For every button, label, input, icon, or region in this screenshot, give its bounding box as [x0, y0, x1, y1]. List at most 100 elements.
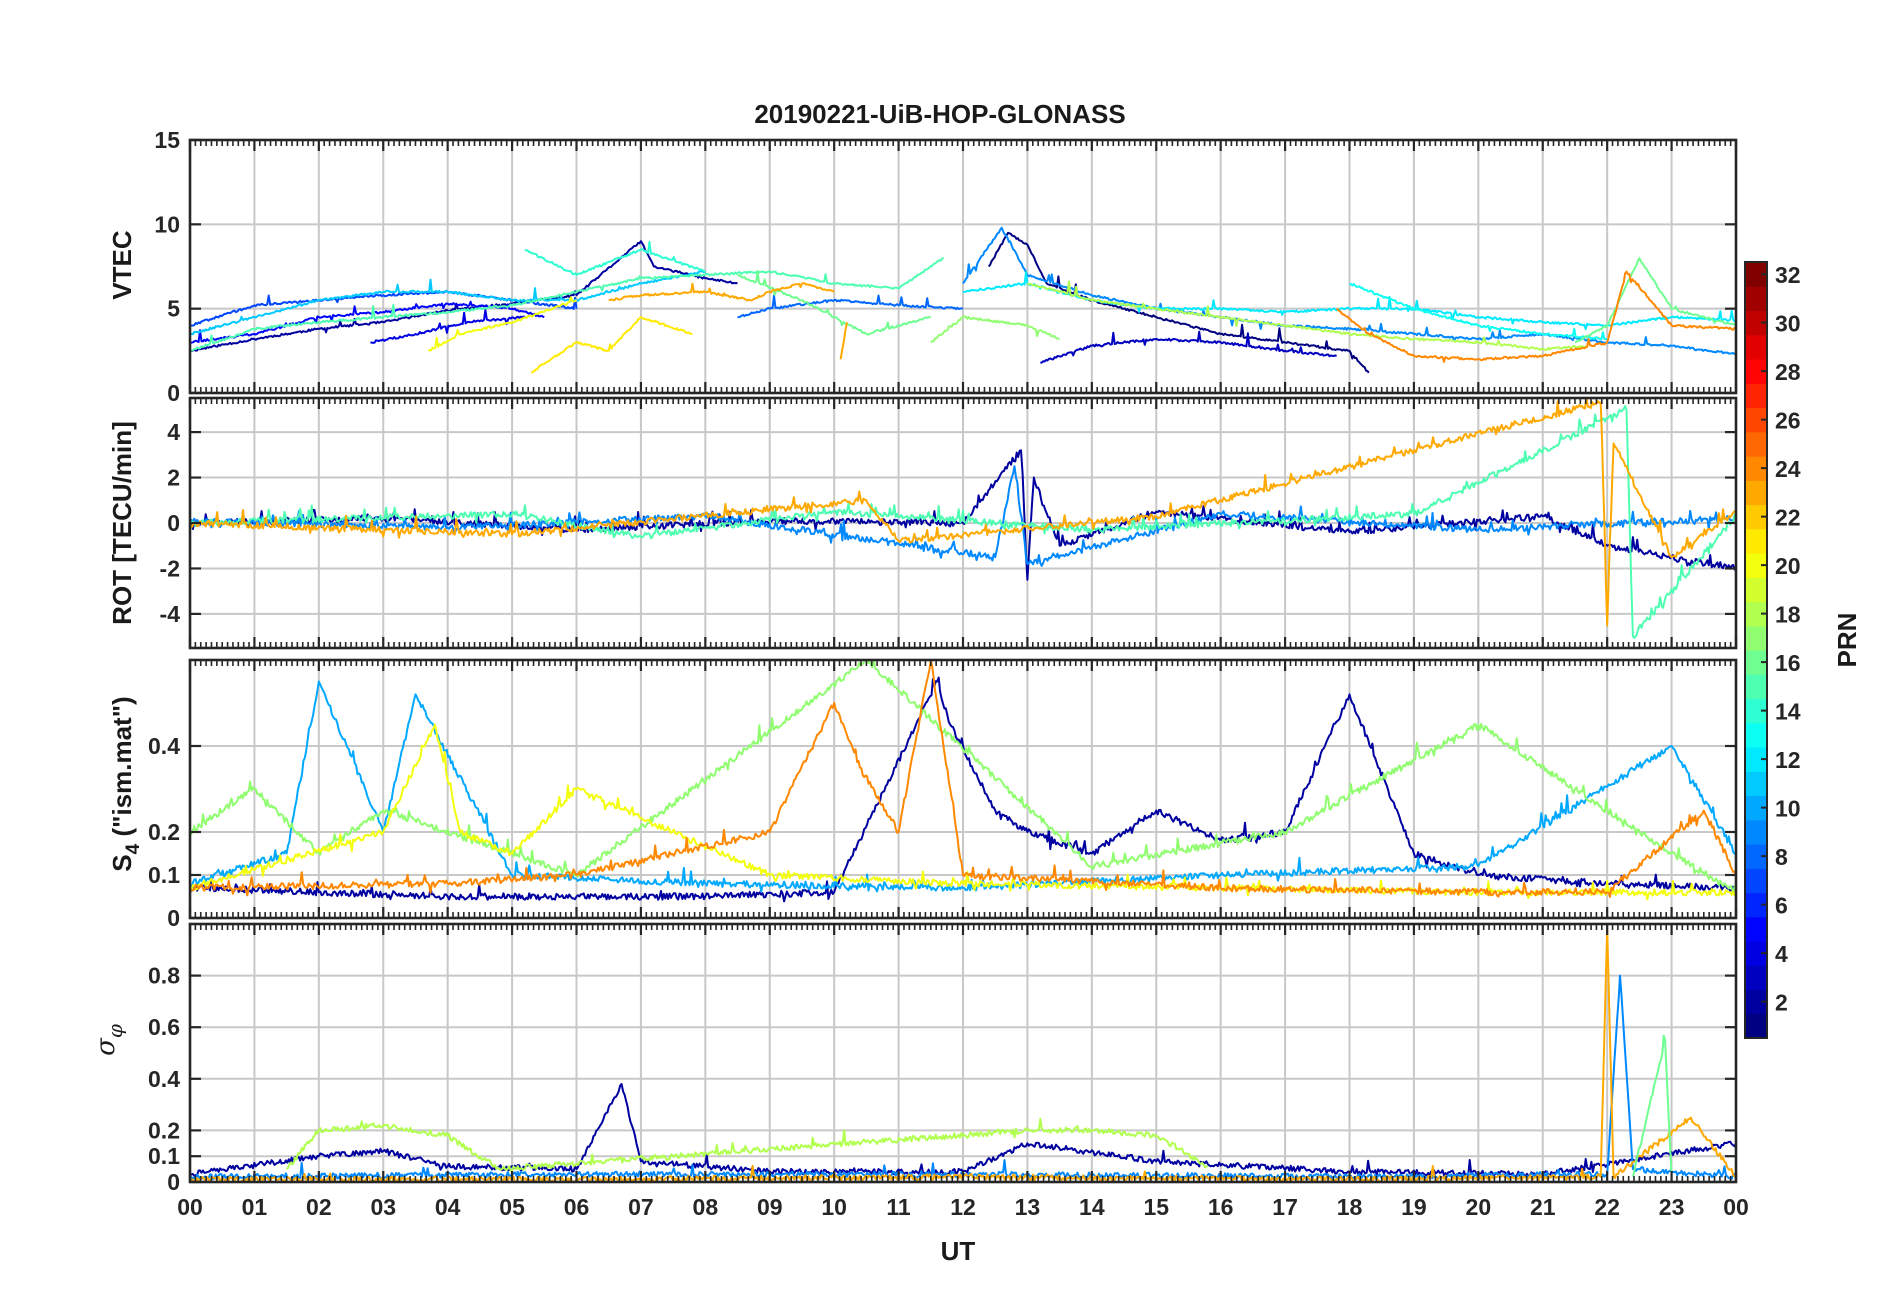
axis-ticks	[188, 660, 1738, 920]
x-tick-label: 00	[1723, 1194, 1749, 1220]
series-line-prn-11	[190, 270, 706, 336]
y-tick-label: 10	[154, 211, 180, 237]
series-line-prn-15	[190, 257, 944, 352]
series-line-prn-21	[530, 316, 693, 374]
colorbar-tick-label: 8	[1775, 844, 1788, 870]
colorbar-segment	[1745, 553, 1767, 578]
y-tick-label: 5	[167, 296, 180, 322]
y-tick-label: 0	[167, 510, 180, 536]
colorbar-segment	[1745, 892, 1767, 918]
colorbar-frame	[1744, 261, 1768, 1039]
series-line-prn-9	[190, 465, 1736, 567]
series-line-prn-24	[1336, 270, 1736, 363]
colorbar-tick-label: 26	[1775, 408, 1801, 434]
y-tick-label: 0.2	[148, 1117, 180, 1143]
series-line-prn-18	[285, 1117, 1208, 1172]
colorbar-segment	[1745, 504, 1767, 530]
colorbar-tick-label: 10	[1775, 796, 1801, 822]
series-line-prn-20	[427, 296, 578, 352]
y-tick-label: -4	[160, 601, 181, 627]
colorbar-segment	[1745, 916, 1767, 942]
x-tick-label: 11	[886, 1194, 911, 1220]
y-tick-label: 0.6	[148, 1014, 180, 1040]
colorbar-segment	[1745, 383, 1767, 409]
x-tick-label: 05	[499, 1194, 525, 1220]
colorbar-segment	[1745, 431, 1767, 457]
x-tick-label: 01	[242, 1194, 268, 1220]
series-group	[190, 660, 1736, 903]
colorbar-segment	[1745, 286, 1767, 312]
colorbar-tick-label: 18	[1775, 602, 1801, 628]
x-tick-label: 22	[1594, 1194, 1620, 1220]
x-tick-label: 06	[564, 1194, 590, 1220]
colorbar-segment	[1745, 819, 1767, 845]
colorbar-segment	[1745, 722, 1767, 748]
x-axis-label: UT	[941, 1236, 976, 1266]
y-tick-label: 0	[167, 380, 180, 406]
colorbar-segment	[1745, 795, 1767, 821]
series-line-prn-16	[1631, 1034, 1673, 1178]
colorbar-label: PRN	[1832, 613, 1862, 668]
series-line-prn-5	[190, 300, 545, 344]
colorbar-segment	[1745, 844, 1767, 869]
x-tick-label: 02	[306, 1194, 332, 1220]
x-tick-label: 10	[821, 1194, 847, 1220]
colorbar-segment	[1745, 941, 1767, 966]
vtec-ylabel: VTEC	[107, 230, 137, 300]
x-tick-label: 19	[1401, 1194, 1427, 1220]
series-line-prn-16	[1574, 257, 1736, 344]
y-tick-label: 15	[154, 127, 180, 153]
grid-lines	[190, 140, 1736, 393]
axis-ticks	[188, 398, 1738, 648]
colorbar-segment	[1745, 650, 1767, 675]
y-tick-label: 0.4	[148, 1066, 180, 1092]
colorbar-tick-label: 2	[1775, 990, 1788, 1016]
colorbar-segment	[1745, 456, 1767, 481]
colorbar-segment	[1745, 771, 1767, 797]
y-tick-label: 0.8	[148, 963, 180, 989]
colorbar-segment	[1745, 747, 1767, 772]
y-tick-label: -2	[160, 555, 180, 581]
series-line-prn-15	[190, 405, 1736, 639]
series-line-prn-23	[608, 282, 835, 302]
figure-title: 20190221-UiB-HOP-GLONASS	[754, 99, 1125, 129]
series-line-prn-23	[839, 322, 848, 360]
x-tick-label: 04	[435, 1194, 461, 1220]
colorbar-segment	[1745, 480, 1767, 506]
x-tick-label: 16	[1208, 1194, 1234, 1220]
series-line-prn-23	[190, 398, 1736, 627]
rot-ylabel: ROT [TECU/min]	[107, 421, 137, 625]
colorbar-tick-label: 32	[1775, 262, 1801, 288]
series-line-prn-13	[1349, 282, 1608, 341]
colorbar-segment	[1745, 868, 1767, 894]
series-group	[190, 398, 1736, 639]
series-line-prn-17	[190, 660, 1736, 894]
series-line-prn-8	[737, 294, 964, 319]
colorbar-tick-label: 14	[1775, 699, 1801, 725]
axis-ticks	[188, 138, 1738, 395]
colorbar-tick-label: 16	[1775, 650, 1801, 676]
series-line-prn-16	[737, 269, 931, 336]
y-tick-label: 0	[167, 905, 180, 931]
x-tick-label: 12	[950, 1194, 976, 1220]
axis-ticks	[188, 924, 1738, 1184]
series-line-prn-2	[190, 449, 1736, 581]
colorbar-tick-label: 4	[1775, 941, 1788, 967]
colorbar-tick-label: 30	[1775, 311, 1801, 337]
x-tick-label: 15	[1143, 1194, 1169, 1220]
y-tick-label: 0.2	[148, 819, 180, 845]
y-tick-label: 4	[167, 419, 180, 445]
colorbar-tick-label: 20	[1775, 553, 1801, 579]
colorbar-segment	[1745, 989, 1767, 1015]
series-line-prn-14	[524, 240, 706, 276]
s4-panel: 0 0.1 0.2 0.4	[148, 658, 1738, 931]
x-tick-label: 00	[177, 1194, 203, 1220]
y-tick-label: 0.4	[148, 733, 180, 759]
colorbar-segment	[1745, 262, 1767, 287]
x-tick-label: 20	[1466, 1194, 1492, 1220]
colorbar-tick-label: 28	[1775, 359, 1801, 385]
y-tick-label: 0	[167, 1169, 180, 1195]
colorbar-segment	[1745, 674, 1767, 700]
colorbar-segment	[1745, 310, 1767, 336]
y-tick-label: 2	[167, 465, 180, 491]
